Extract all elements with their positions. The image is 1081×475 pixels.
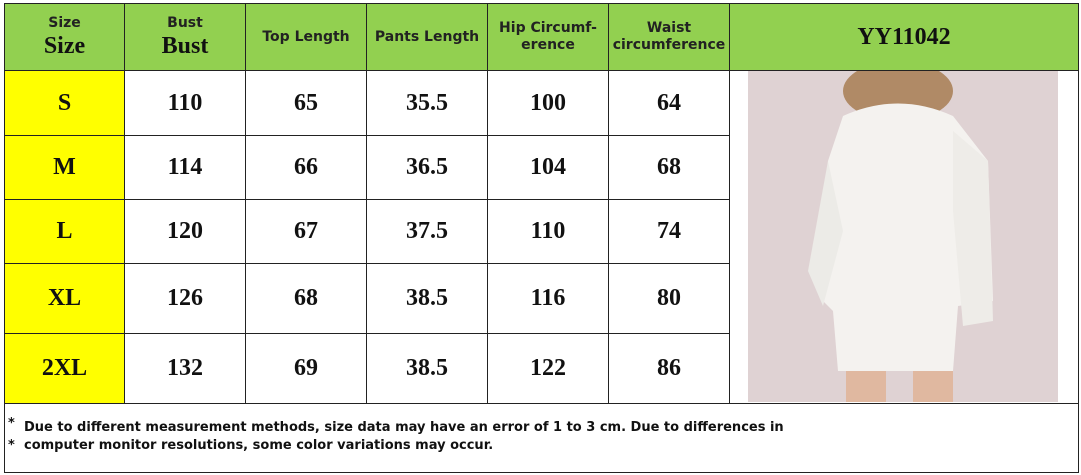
cell-value: M (53, 154, 76, 180)
header-text: erence (521, 37, 575, 53)
table-cell: 126 (124, 263, 246, 334)
table-cell: 36.5 (366, 135, 488, 200)
table-cell: 74 (608, 199, 730, 264)
cell-value: 38.5 (406, 285, 448, 311)
table-cell: 122 (487, 333, 609, 404)
cell-value: 36.5 (406, 154, 448, 180)
table-cell: 2XL (4, 333, 125, 404)
note-marker: * (8, 416, 15, 431)
header-cell: Pants Length (366, 3, 488, 71)
table-cell: 100 (487, 70, 609, 136)
cell-value: 116 (530, 285, 566, 311)
cell-value: 74 (657, 218, 681, 244)
header-cell: Bust Bust (124, 3, 246, 71)
product-photo (748, 71, 1058, 402)
table-cell: 110 (124, 70, 246, 136)
table-cell: 35.5 (366, 70, 488, 136)
cell-value: 104 (530, 154, 566, 180)
table-cell: 64 (608, 70, 730, 136)
cell-value: 64 (657, 89, 681, 116)
table-cell: 38.5 (366, 263, 488, 334)
cell-value: 67 (294, 218, 318, 244)
header-text: circumference (612, 37, 726, 53)
table-cell: 68 (245, 263, 367, 334)
table-cell: 116 (487, 263, 609, 334)
table-cell: 68 (608, 135, 730, 200)
table-cell: S (4, 70, 125, 136)
cell-value: 68 (657, 154, 681, 180)
header-text: Bust (161, 32, 209, 59)
note-text: computer monitor resolutions, some color… (24, 438, 494, 453)
header-text: Waist (646, 20, 692, 36)
table-cell: 120 (124, 199, 246, 264)
table-cell: 110 (487, 199, 609, 264)
header-text: Hip Circumf- (499, 20, 597, 36)
header-cell: Hip Circumf-erence (487, 3, 609, 71)
cell-value: 110 (530, 218, 566, 244)
table-cell: L (4, 199, 125, 264)
cell-value: 110 (167, 89, 203, 116)
cell-value: 114 (167, 154, 203, 180)
cell-value: 38.5 (406, 355, 448, 381)
header-cell: Waist circumference (608, 3, 730, 71)
table-cell: 69 (245, 333, 367, 404)
cell-value: XL (47, 285, 82, 311)
cell-value: S (57, 89, 72, 116)
table-cell: M (4, 135, 125, 200)
cell-value: 66 (294, 154, 318, 180)
cell-value: 126 (167, 285, 203, 311)
table-cell: 104 (487, 135, 609, 200)
table-cell: 66 (245, 135, 367, 200)
cell-value: 120 (167, 218, 203, 244)
header-cell: YY11042 (729, 3, 1079, 71)
header-text: Size (48, 14, 81, 31)
header-cell: Top Length (245, 3, 367, 71)
table-cell: 132 (124, 333, 246, 404)
cell-value: L (56, 218, 73, 244)
cell-value: 65 (294, 89, 318, 116)
header-text: Bust (167, 14, 203, 31)
cell-value: 80 (657, 285, 681, 311)
model-code: YY11042 (857, 24, 951, 50)
header-cell: Size Size (4, 3, 125, 71)
cell-value: 2XL (41, 355, 88, 381)
table-cell: 38.5 (366, 333, 488, 404)
cell-value: 68 (294, 285, 318, 311)
table-cell: 37.5 (366, 199, 488, 264)
table-cell: 114 (124, 135, 246, 200)
cell-value: 132 (167, 355, 203, 381)
note-marker: * (8, 438, 15, 453)
table-cell: 67 (245, 199, 367, 264)
header-text: Pants Length (374, 28, 480, 45)
cell-value: 69 (294, 355, 318, 381)
cell-value: 86 (657, 355, 681, 381)
header-text: Size (43, 32, 86, 59)
note-text: Due to different measurement methods, si… (24, 420, 784, 435)
header-text: Top Length (262, 28, 350, 45)
cell-value: 122 (530, 355, 566, 381)
cell-value: 37.5 (406, 218, 448, 244)
image-cell (729, 70, 1079, 404)
table-cell: 65 (245, 70, 367, 136)
table-cell: XL (4, 263, 125, 334)
table-cell: 86 (608, 333, 730, 404)
table-cell: 80 (608, 263, 730, 334)
cell-value: 35.5 (406, 89, 448, 116)
cell-value: 100 (530, 89, 566, 116)
notes-box (4, 403, 1079, 473)
